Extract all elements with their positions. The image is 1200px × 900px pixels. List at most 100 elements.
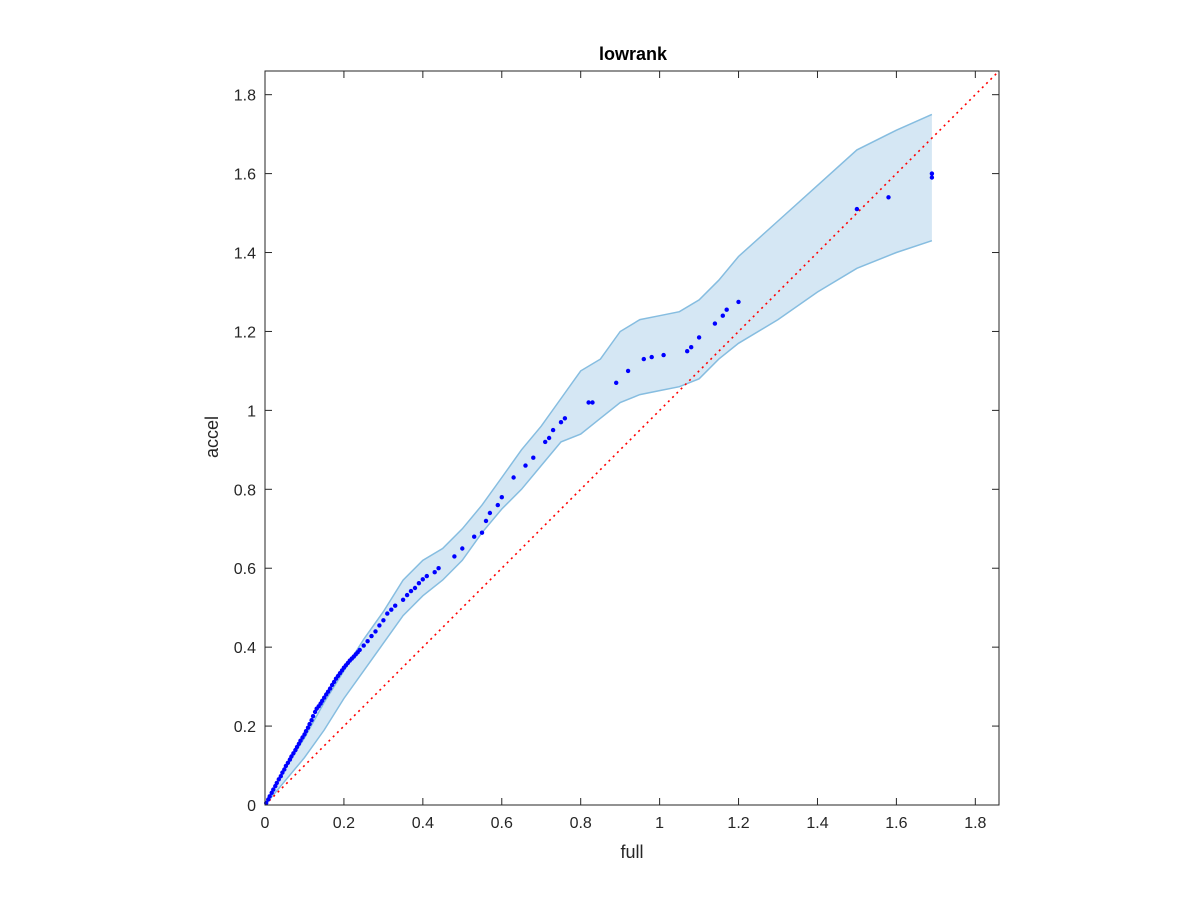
data-point xyxy=(649,354,654,360)
data-point xyxy=(854,206,860,212)
data-point xyxy=(274,780,279,786)
data-point xyxy=(291,751,296,756)
data-point xyxy=(546,435,552,441)
data-point xyxy=(294,744,300,750)
data-point xyxy=(736,299,741,305)
data-point xyxy=(393,603,398,608)
data-point xyxy=(586,400,591,405)
data-point xyxy=(282,767,287,772)
data-point xyxy=(472,534,477,539)
identity-reference-line xyxy=(264,70,1000,806)
data-point xyxy=(416,581,422,586)
data-point xyxy=(377,623,382,628)
data-point xyxy=(543,439,548,445)
x-tick-label: 1.8 xyxy=(964,815,986,832)
data-point xyxy=(361,643,366,648)
data-point xyxy=(558,420,564,425)
data-point xyxy=(412,585,418,591)
data-point xyxy=(452,554,457,559)
y-tick-label: 0 xyxy=(247,798,256,815)
data-point xyxy=(357,647,362,653)
data-points xyxy=(264,171,935,806)
data-point xyxy=(331,679,337,685)
data-point xyxy=(724,307,729,312)
data-point xyxy=(400,597,406,602)
data-point xyxy=(307,721,312,727)
confidence-band xyxy=(265,114,932,805)
data-point xyxy=(289,754,294,759)
data-point xyxy=(436,566,441,571)
data-point xyxy=(271,787,276,792)
data-point xyxy=(550,427,556,433)
data-point xyxy=(929,175,935,180)
data-point xyxy=(483,518,489,524)
data-point xyxy=(495,502,500,508)
data-point xyxy=(278,774,283,779)
y-tick-label: 0.2 xyxy=(234,719,256,736)
data-point xyxy=(365,639,370,644)
x-tick-label: 0.8 xyxy=(570,815,592,832)
y-tick-label: 0.4 xyxy=(234,640,256,657)
data-point xyxy=(404,592,410,598)
data-point xyxy=(322,695,327,700)
chart-title: lowrank xyxy=(599,44,668,64)
x-tick-label: 1 xyxy=(655,815,664,832)
data-point xyxy=(511,475,516,480)
data-point xyxy=(531,455,536,460)
plot-area xyxy=(264,70,1000,806)
data-point xyxy=(432,570,437,575)
y-tick-label: 1.8 xyxy=(234,88,256,105)
data-point xyxy=(285,760,291,765)
data-point xyxy=(369,633,374,639)
data-point xyxy=(479,530,485,535)
y-tick-label: 1.4 xyxy=(234,246,256,263)
data-point xyxy=(385,611,390,616)
y-tick-label: 1 xyxy=(247,403,256,420)
x-tick-label: 0.4 xyxy=(412,815,434,832)
data-point xyxy=(305,725,311,730)
data-point xyxy=(487,510,493,516)
y-tick-label: 1.6 xyxy=(234,167,256,184)
data-point xyxy=(267,794,272,799)
data-point xyxy=(460,546,465,551)
data-point xyxy=(310,714,316,719)
y-tick-label: 0.6 xyxy=(234,561,256,578)
data-point xyxy=(381,618,386,623)
data-point xyxy=(661,352,666,358)
data-point xyxy=(590,400,595,405)
data-point xyxy=(420,577,425,582)
y-axis-label: accel xyxy=(202,416,222,458)
x-tick-label: 0.2 xyxy=(333,815,355,832)
data-point xyxy=(373,629,378,634)
y-axis-ticks: 0 0.2 0.4 0.6 0.8 1 1.2 1.4 1.6 1.8 xyxy=(234,88,999,815)
data-point xyxy=(689,345,694,350)
data-point xyxy=(303,729,309,734)
data-point xyxy=(929,171,935,176)
data-point xyxy=(614,380,619,385)
band-lower-edge xyxy=(264,239,933,806)
data-point xyxy=(685,349,690,354)
x-tick-label: 0 xyxy=(261,815,270,832)
data-point xyxy=(712,321,718,326)
data-point xyxy=(499,495,504,500)
data-point xyxy=(327,686,333,691)
x-tick-label: 1.2 xyxy=(727,815,749,832)
data-point xyxy=(625,368,631,374)
y-tick-label: 1.2 xyxy=(234,324,256,341)
data-point xyxy=(562,416,568,421)
band-upper-edge xyxy=(264,113,933,806)
axes-box xyxy=(264,70,1000,806)
x-tick-label: 1.4 xyxy=(806,815,828,832)
data-point xyxy=(309,718,314,723)
data-point xyxy=(886,195,891,200)
data-point xyxy=(523,463,528,468)
x-tick-label: 1.6 xyxy=(885,815,907,832)
data-point xyxy=(424,573,429,579)
x-tick-label: 0.6 xyxy=(491,815,513,832)
data-point xyxy=(298,738,303,743)
x-axis-ticks: 0 0.2 0.4 0.6 0.8 1 1.2 1.4 1.6 1.8 xyxy=(261,71,987,832)
data-point xyxy=(720,313,725,318)
data-point xyxy=(408,588,414,594)
